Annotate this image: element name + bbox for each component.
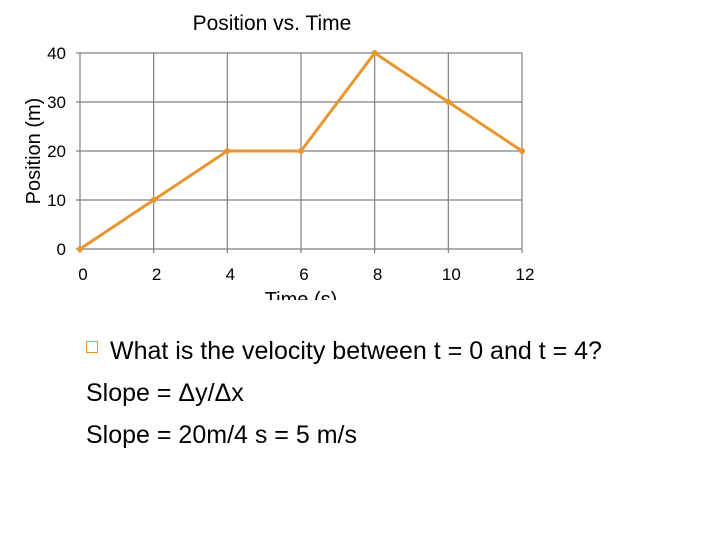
- chart-title: Position vs. Time: [193, 12, 352, 35]
- y-tick-label: 30: [47, 93, 66, 112]
- x-tick-label: 6: [299, 265, 308, 284]
- x-tick-label: 2: [152, 265, 161, 284]
- x-tick-label: 0: [78, 265, 87, 284]
- data-point: [77, 246, 83, 252]
- chart-grid: [76, 52, 523, 253]
- position-time-chart: Position vs. Time 0 10 20 30 40 0 2 4 6 8 10 12 Tim…: [23, 12, 534, 300]
- x-axis-title: Time (s): [265, 289, 338, 300]
- x-tick-label: 4: [226, 265, 235, 284]
- data-point: [371, 50, 378, 56]
- y-axis-title: Position (m): [23, 98, 45, 205]
- slope-calculation-text: Slope = 20m/4 s = 5 m/s: [86, 421, 357, 449]
- chart-ticks: 0 10 20 30 40 0 2 4 6 8 10 12: [47, 44, 534, 284]
- y-tick-label: 0: [57, 240, 66, 259]
- data-point: [298, 148, 304, 154]
- data-point: [224, 148, 231, 154]
- x-tick-label: 8: [373, 265, 382, 284]
- data-point: [519, 148, 525, 154]
- data-point: [150, 197, 157, 203]
- data-point: [445, 99, 452, 105]
- question-text: What is the velocity between t = 0 and t…: [110, 337, 602, 365]
- square-bullet-icon: [86, 341, 98, 353]
- y-tick-label: 20: [47, 142, 66, 161]
- y-tick-label: 10: [47, 191, 66, 210]
- chart-series: [77, 50, 525, 252]
- slope-formula-text: Slope = Δy/Δx: [86, 379, 244, 407]
- y-tick-label: 40: [47, 44, 66, 63]
- x-tick-label: 10: [442, 265, 461, 284]
- x-tick-label: 12: [516, 265, 535, 284]
